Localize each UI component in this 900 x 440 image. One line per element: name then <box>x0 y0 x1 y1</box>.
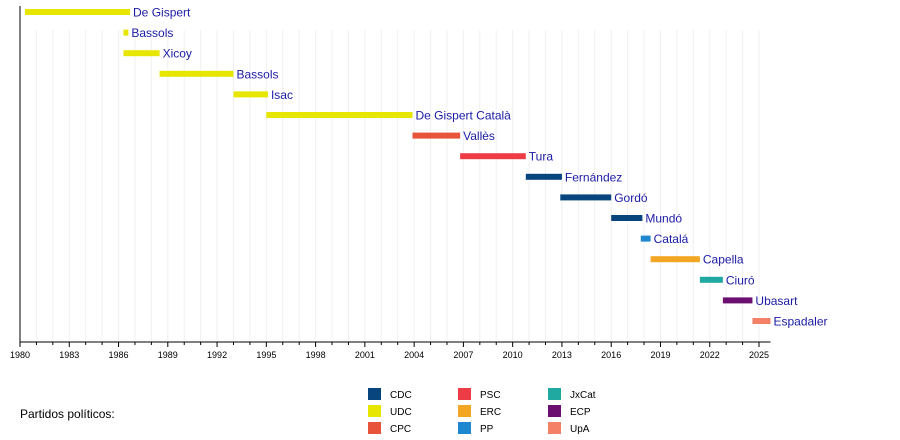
tick-label: 2001 <box>355 350 375 360</box>
legend-title: Partidos políticos: <box>20 407 115 421</box>
tick-label: 1995 <box>256 350 276 360</box>
bar-upa <box>752 318 771 324</box>
tick-label: 2013 <box>552 350 572 360</box>
tick-label: 2007 <box>453 350 473 360</box>
bar-label: Isac <box>271 88 293 102</box>
tick-label: 1983 <box>59 350 79 360</box>
legend-swatch-cpc <box>368 422 381 434</box>
tick-label: 2004 <box>404 350 424 360</box>
bar-ecp <box>722 297 753 304</box>
bar-label: Vallès <box>463 129 495 143</box>
tick-label: 1980 <box>10 350 30 360</box>
bar-erc <box>650 256 700 263</box>
bar-label: Bassols <box>131 26 173 40</box>
legend-label: CPC <box>390 424 411 435</box>
legend-swatch-ecp <box>548 405 561 417</box>
tick-label: 1998 <box>306 350 326 360</box>
legend-swatch-psc <box>458 388 471 400</box>
bar-pp <box>640 235 651 242</box>
bar-label: Xicoy <box>163 47 192 61</box>
legend-swatch-cdc <box>368 388 381 400</box>
bar-cdc <box>560 194 612 201</box>
bar-psc <box>460 153 526 160</box>
bar-label: Tura <box>529 150 554 164</box>
bar-label: Ciuró <box>726 273 755 287</box>
bar-cdc <box>611 215 643 221</box>
bar-label: De Gispert Català <box>415 109 511 123</box>
bar-jxcat <box>699 276 723 283</box>
bar-cdc <box>525 173 562 180</box>
bar-udc <box>266 112 413 118</box>
x-axis: 1980 1983 1986 1989 1992 1995 1998 2001 2004 2007… <box>10 6 771 360</box>
bar-label: Fernández <box>565 170 622 184</box>
legend-label: PP <box>480 424 494 435</box>
bar-label: Gordó <box>614 191 648 205</box>
tick-label: 2010 <box>503 350 523 360</box>
legend-label: PSC <box>480 390 501 401</box>
tick-label: 2022 <box>700 350 720 360</box>
bar-cpc <box>412 132 461 139</box>
bar-udc <box>159 70 234 77</box>
bar-label: Mundó <box>645 212 682 226</box>
legend: Partidos políticos: CDC UDC CPC PSC ERC PP JxCa… <box>20 388 596 435</box>
legend-label: CDC <box>390 390 412 401</box>
bar-udc <box>123 50 160 57</box>
bar-udc <box>123 29 129 36</box>
bar-udc <box>24 9 131 15</box>
bar-label: Ubasart <box>755 294 798 308</box>
legend-label: UpA <box>570 424 590 435</box>
legend-swatch-pp <box>458 422 471 434</box>
legend-label: ECP <box>570 407 591 418</box>
tick-label: 1992 <box>207 350 227 360</box>
bar-label: Catalá <box>654 232 689 246</box>
legend-label: JxCat <box>570 390 596 401</box>
bar-label: De Gispert <box>133 6 191 20</box>
legend-swatch-udc <box>368 405 381 417</box>
tick-label: 2016 <box>601 350 621 360</box>
legend-swatch-upa <box>548 422 561 434</box>
bar-label: Capella <box>703 253 744 267</box>
gridlines <box>35 30 760 342</box>
bar-label: Espadaler <box>773 315 827 329</box>
legend-swatch-jxcat <box>548 388 561 400</box>
tick-label: 2019 <box>650 350 670 360</box>
tick-label: 1986 <box>109 350 129 360</box>
legend-swatch-erc <box>458 405 471 417</box>
tick-label: 2025 <box>749 350 769 360</box>
bar-udc <box>233 91 268 98</box>
legend-label: UDC <box>390 407 412 418</box>
bar-label: Bassols <box>236 67 278 81</box>
bars-layer: De Gispert Bassols Xicoy Bassols Isac De Gisp… <box>24 6 828 329</box>
tick-label: 1989 <box>158 350 178 360</box>
legend-label: ERC <box>480 407 501 418</box>
